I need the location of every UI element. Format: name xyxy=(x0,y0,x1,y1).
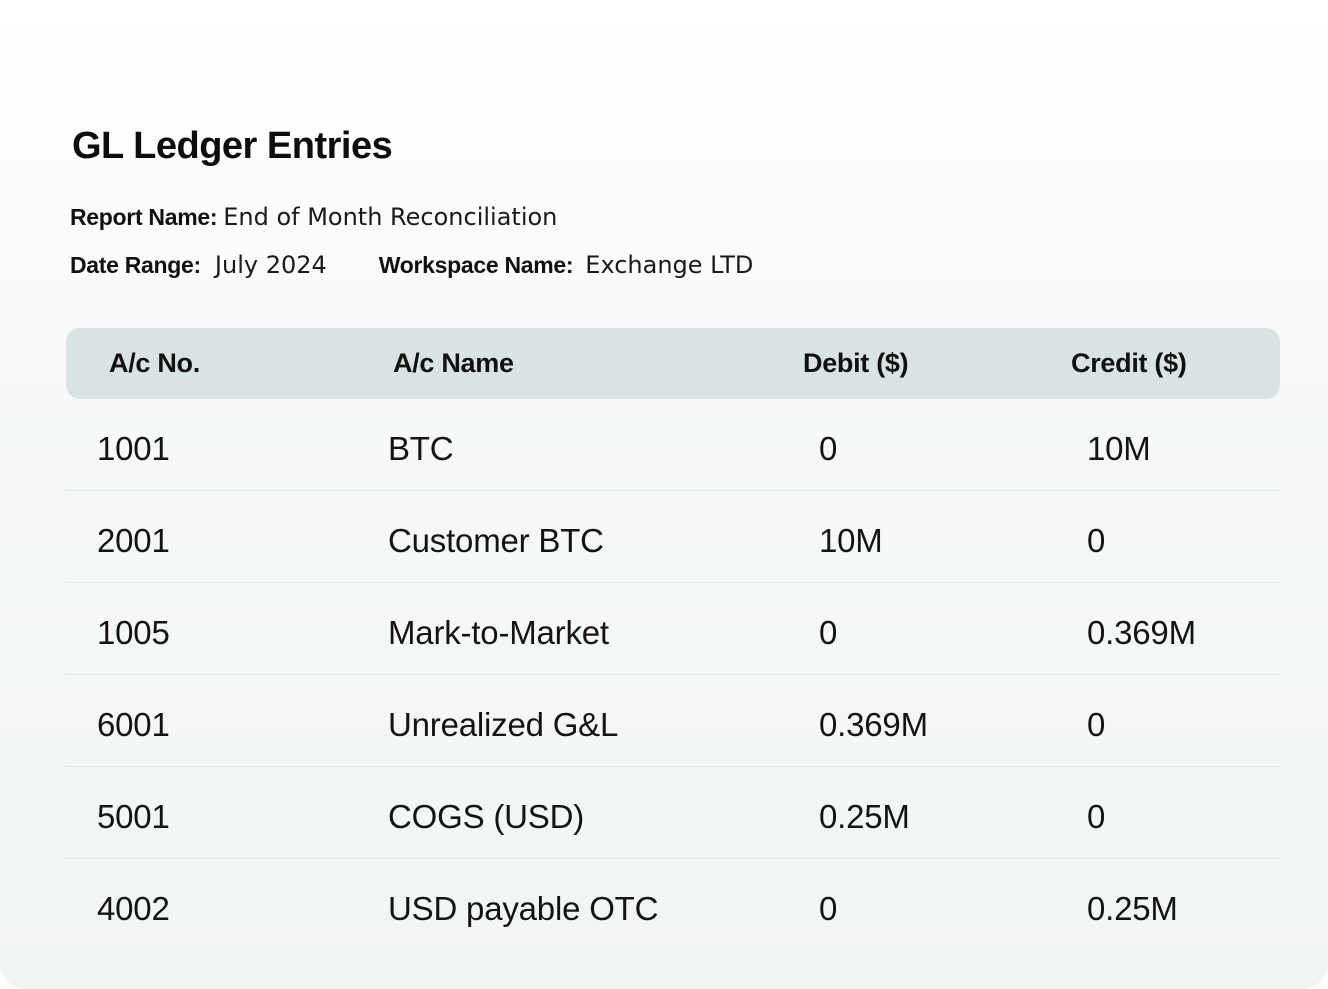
account-name-cell: USD payable OTC xyxy=(388,890,659,927)
account-number-cell: 6001 xyxy=(97,706,170,743)
account-name-cell: Mark-to-Market xyxy=(388,614,609,651)
credit-cell: 0.25M xyxy=(1087,890,1178,927)
workspace-name-label: Workspace Name: xyxy=(378,252,574,278)
credit-cell: 0 xyxy=(1087,522,1106,559)
debit-cell: 0.369M xyxy=(819,706,928,743)
table-row: 6001 Unrealized G&L 0.369M 0 xyxy=(66,675,1280,767)
column-header-debit: Debit ($) xyxy=(803,348,909,378)
account-number-cell: 5001 xyxy=(97,798,170,835)
date-range-value: July 2024 xyxy=(214,251,327,279)
debit-cell: 0 xyxy=(819,614,838,651)
account-name-cell: Customer BTC xyxy=(388,522,604,559)
table-row: 1005 Mark-to-Market 0 0.369M xyxy=(66,583,1280,675)
credit-cell: 10M xyxy=(1087,430,1151,467)
debit-cell: 0.25M xyxy=(819,798,910,835)
table-row: 2001 Customer BTC 10M 0 xyxy=(66,491,1280,583)
account-name-cell: COGS (USD) xyxy=(388,798,585,835)
report-name-label: Report Name: xyxy=(70,204,218,230)
ledger-table: A/c No. A/c Name Debit ($) Credit ($) 10… xyxy=(66,328,1280,950)
account-number-cell: 1005 xyxy=(97,614,170,651)
report-name-value: End of Month Reconciliation xyxy=(223,203,558,231)
credit-cell: 0.369M xyxy=(1087,614,1196,651)
debit-cell: 0 xyxy=(819,890,838,927)
table-row: 5001 COGS (USD) 0.25M 0 xyxy=(66,767,1280,859)
debit-cell: 10M xyxy=(819,522,883,559)
column-header-credit: Credit ($) xyxy=(1071,348,1187,378)
table-row: 1001 BTC 0 10M xyxy=(66,399,1280,491)
table-row: 4002 USD payable OTC 0 0.25M xyxy=(66,859,1280,950)
account-name-cell: BTC xyxy=(388,430,454,467)
credit-cell: 0 xyxy=(1087,706,1106,743)
account-name-cell: Unrealized G&L xyxy=(388,706,619,743)
date-workspace-line: Date Range: July 2024 Workspace Name: Excha… xyxy=(70,249,753,281)
column-header-account-number: A/c No. xyxy=(109,348,200,378)
debit-cell: 0 xyxy=(819,430,838,467)
date-range-label: Date Range: xyxy=(70,252,201,278)
account-number-cell: 2001 xyxy=(97,522,170,559)
page-title: GL Ledger Entries xyxy=(72,125,393,167)
account-number-cell: 1001 xyxy=(97,430,170,467)
credit-cell: 0 xyxy=(1087,798,1106,835)
column-header-account-name: A/c Name xyxy=(393,348,514,378)
table-header: A/c No. A/c Name Debit ($) Credit ($) xyxy=(66,328,1280,399)
account-number-cell: 4002 xyxy=(97,890,170,927)
report-name-line: Report Name: End of Month Reconciliation xyxy=(70,201,557,233)
workspace-name-value: Exchange LTD xyxy=(585,251,754,279)
